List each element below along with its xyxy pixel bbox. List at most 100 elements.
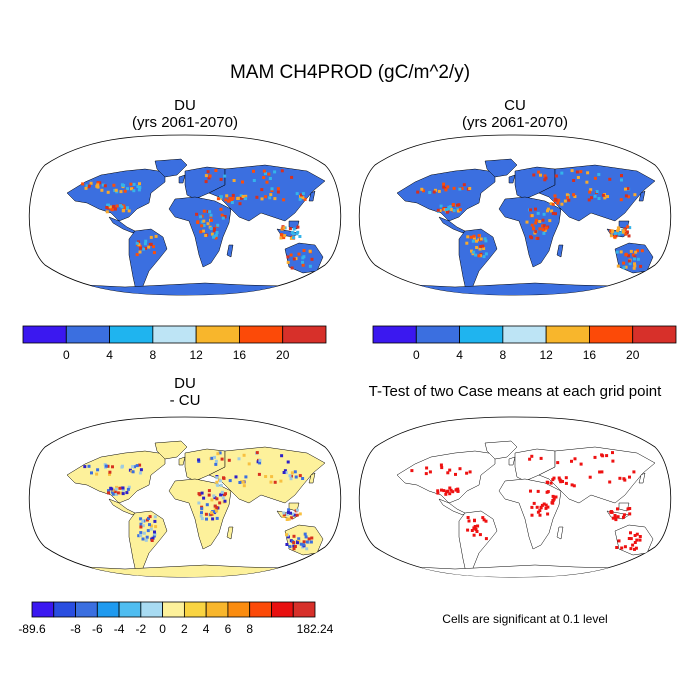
colorbar-tick-label: 0 [63,348,70,362]
grid-cell [534,230,538,234]
grid-cell [112,183,116,187]
grid-cell [298,512,302,516]
grid-cell [149,524,153,528]
grid-cell [120,205,124,209]
grid-cell [220,213,224,217]
grid-cell [436,491,440,495]
grid-cell [540,503,544,507]
grid-cell [119,190,123,194]
grid-cell [215,497,219,501]
grid-cell [219,479,222,483]
grid-cell [121,492,125,496]
colorbar-tick-label: 2 [181,622,188,636]
grid-cell [116,491,120,495]
grid-cell [288,545,292,549]
grid-cell [89,181,93,185]
figure-title: MAM CH4PROD (gC/m^2/y) [229,62,471,83]
grid-cell [618,231,622,235]
grid-cell [573,457,577,461]
grid-cell [542,231,546,235]
grid-cell [548,219,552,223]
grid-cell [197,501,201,505]
grid-cell [623,545,627,549]
colorbar-box [183,601,207,618]
grid-cell [544,176,548,180]
grid-cell [206,222,210,226]
grid-cell [289,236,293,240]
grid-cell [425,466,429,470]
grid-cell [446,471,450,475]
grid-cell [477,238,481,242]
grid-cell [81,182,85,186]
grid-cell [565,193,569,197]
grid-cell [483,237,487,241]
grid-cell [458,187,462,191]
grid-cells [410,451,642,551]
grid-cell [149,235,153,239]
colorbar-du: 0 4 8 12 16 20 [22,325,327,362]
grid-cell [619,250,623,254]
grid-cell [204,174,208,178]
grid-cell [96,181,100,185]
grid-cell [639,264,643,268]
grid-cell [212,234,216,238]
grid-cell [153,532,157,536]
grid-cell [136,185,140,189]
grid-cell [268,177,272,180]
panel-du-title-line1: DU [174,97,196,114]
grid-cell [296,225,300,229]
grid-cell [292,227,296,231]
colorbar-box [239,325,284,344]
grid-cell [296,541,299,545]
grid-cell [627,254,630,258]
grid-cell [279,236,283,240]
grid-cell [614,231,618,235]
grid-cell [624,187,627,191]
colorbar-box [271,601,294,618]
colorbar-tick-label: 4 [203,622,210,636]
grid-cell [603,196,607,200]
grid-cell [282,236,286,240]
grid-cell [452,186,456,190]
grid-cell [484,252,488,256]
grid-cell [294,257,298,261]
colorbar-tick-label: 8 [246,622,253,636]
grid-cell [472,526,476,530]
grid-cell [624,265,628,269]
grid-cell [292,547,296,551]
grid-cell [239,194,243,198]
grid-cell [292,544,296,548]
colorbar-box [589,325,634,344]
grid-cell [273,170,277,174]
grid-cell [536,211,540,215]
grid-cell [121,486,125,490]
map-panel-ttest [358,416,672,578]
grid-cell [640,249,644,253]
grid-cell [482,247,486,250]
colorbar-tick-label: 182.24 [297,622,334,636]
grid-cell [215,476,219,480]
grid-cell [135,241,139,245]
grid-cell [622,477,626,481]
grid-cell [549,481,553,485]
grid-cell [638,538,642,542]
grid-cell [202,209,206,213]
grid-cell [553,194,557,198]
grid-cell [528,457,532,461]
grid-cell [534,218,538,222]
grid-cell [138,185,142,189]
grid-cell [546,512,550,516]
grid-cell [111,492,115,496]
grid-cell [287,517,291,521]
grid-cell [629,537,633,541]
grid-cell [127,485,131,489]
grid-cell [482,255,486,259]
grid-cell [588,190,592,194]
grid-cell [150,539,154,542]
grid-cell [223,174,227,178]
grid-cell [225,194,229,198]
grid-cell [567,198,571,202]
grid-cell [546,207,550,211]
grid-cell [210,511,213,515]
